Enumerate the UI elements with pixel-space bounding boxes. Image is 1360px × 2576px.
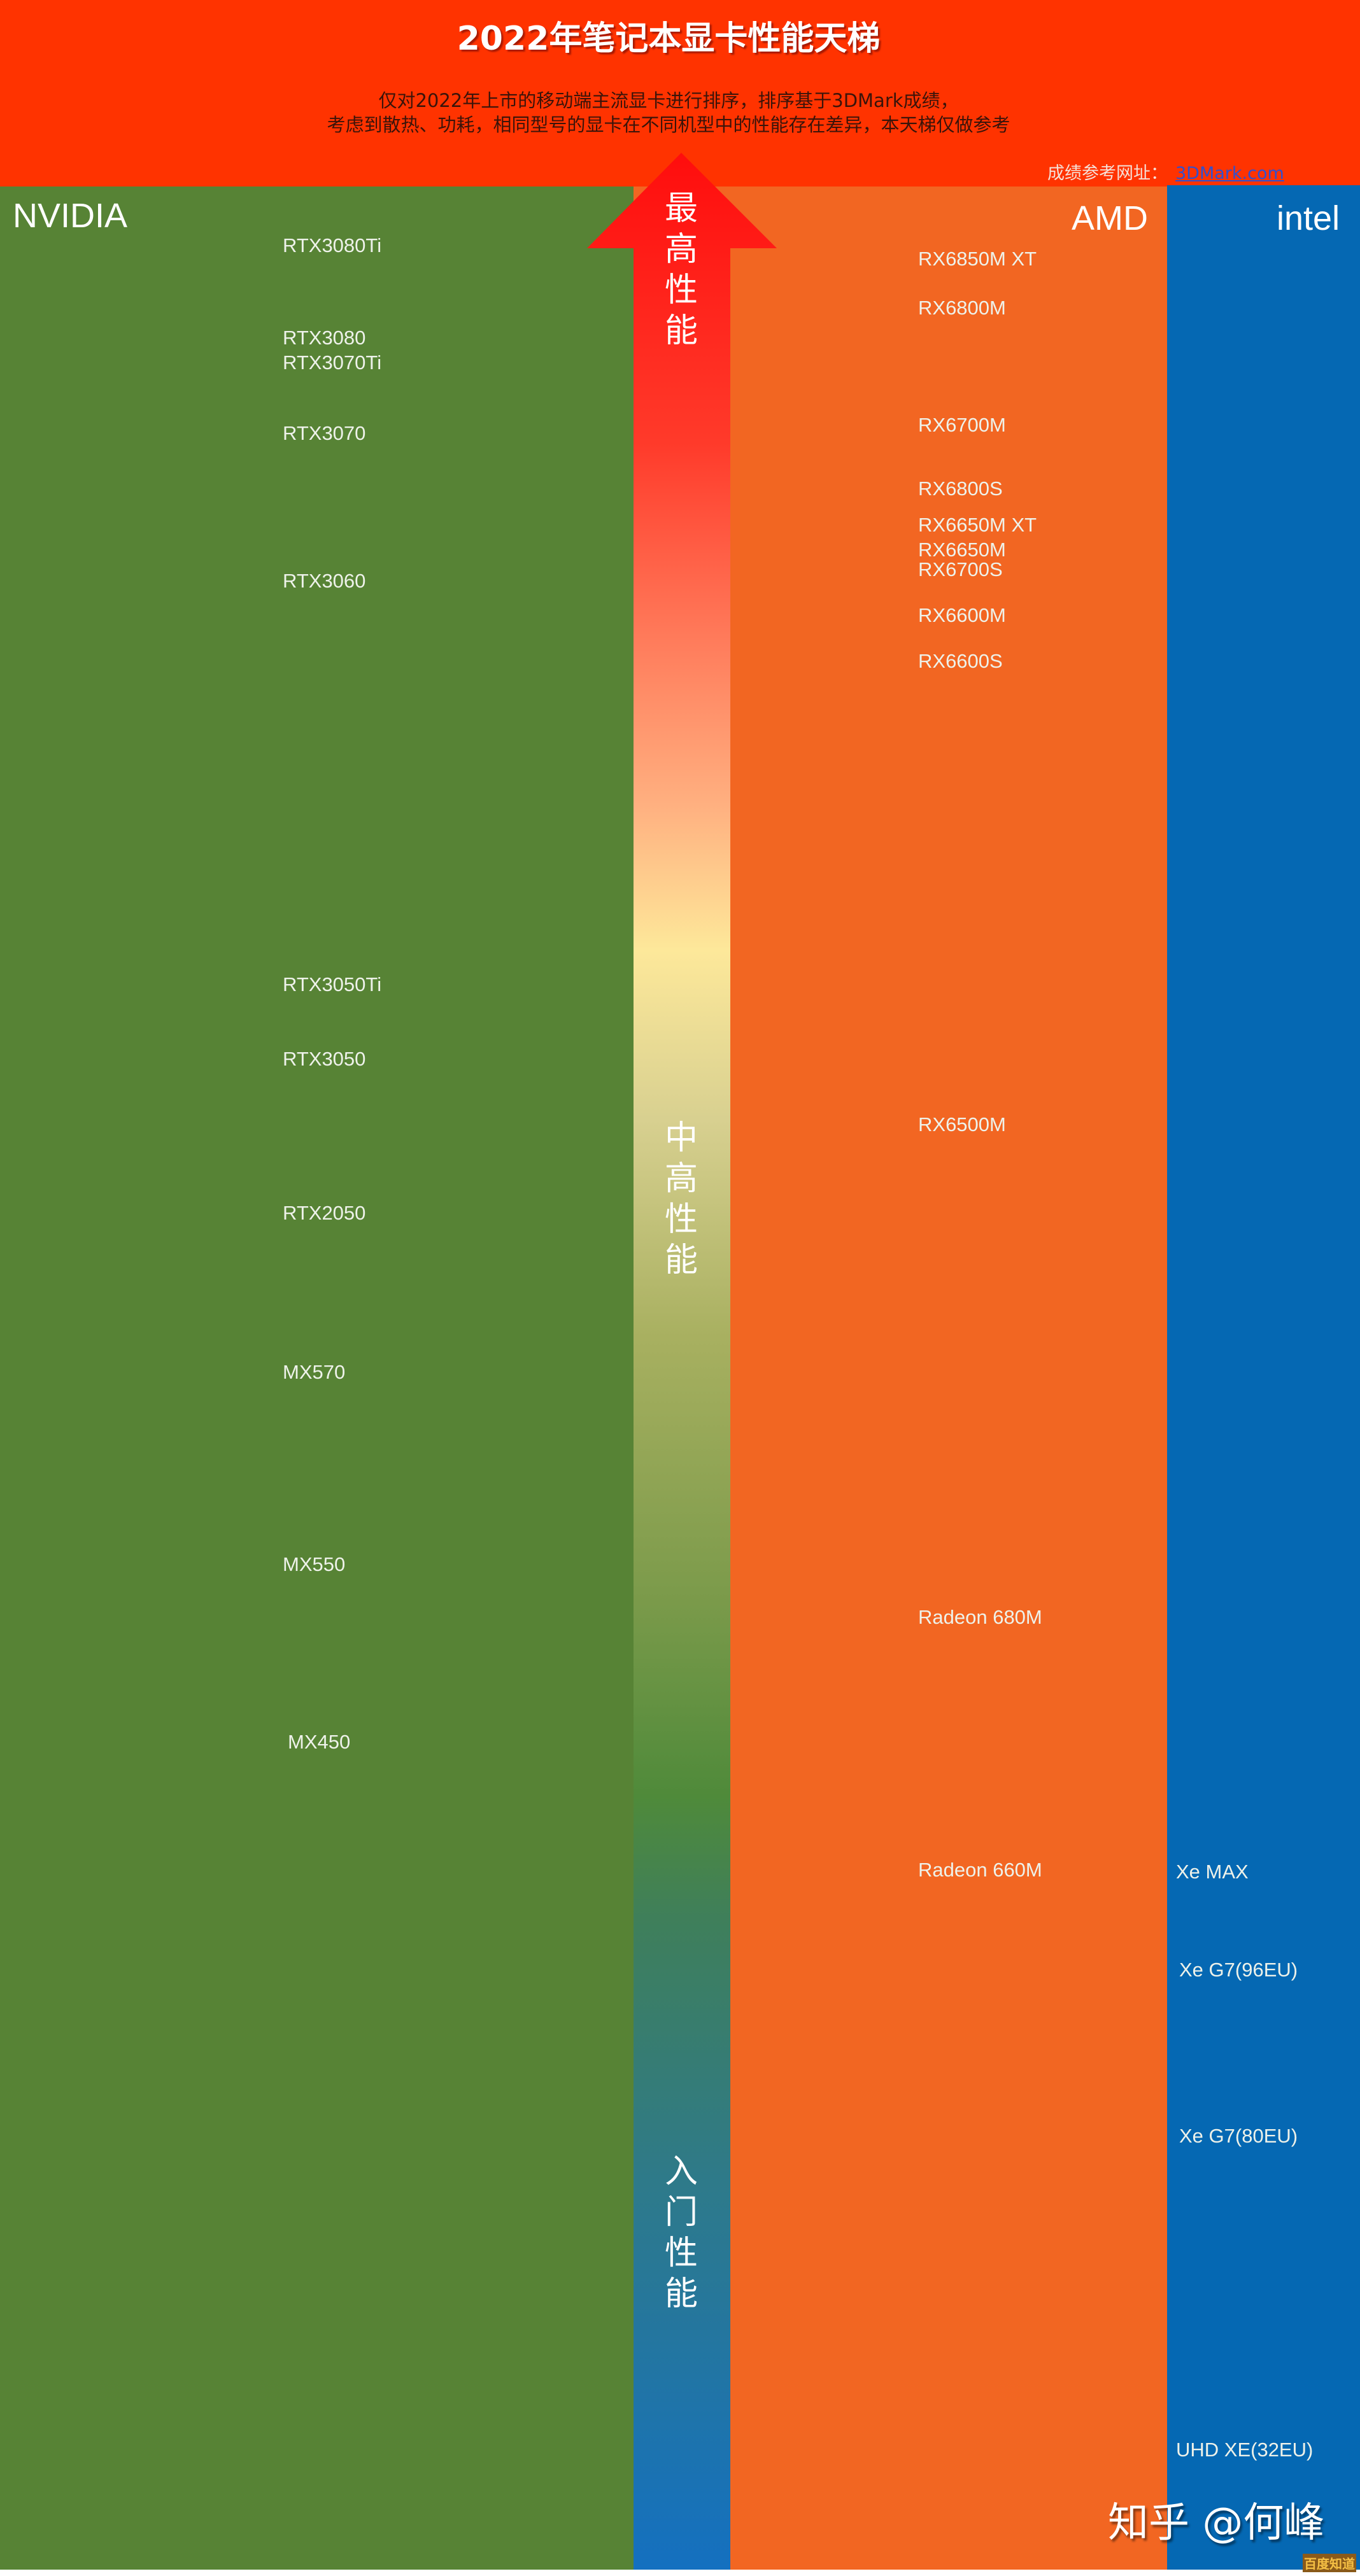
amd-gpu-label: RX6700S — [918, 558, 1003, 581]
amd-gpu-label: RX6650M — [918, 538, 1006, 561]
nvidia-gpu-label: RTX3070 — [283, 422, 366, 444]
intel-column — [1167, 185, 1360, 2570]
intel-gpu-label: Xe G7(96EU) — [1179, 1959, 1298, 1981]
amd-gpu-label: Radeon 680M — [918, 1606, 1042, 1628]
nvidia-gpu-label: RTX3050 — [283, 1048, 366, 1070]
amd-column — [634, 187, 1167, 2570]
amd-gpu-label: RX6800S — [918, 477, 1003, 500]
amd-gpu-label: Radeon 660M — [918, 1859, 1042, 1881]
nvidia-gpu-label: MX550 — [283, 1553, 346, 1575]
arrow-label-mid: 中高性能 — [664, 1119, 698, 1279]
source-label: 成绩参考网址： — [1047, 164, 1168, 183]
brand-amd: AMD — [1072, 199, 1148, 237]
amd-gpu-label: RX6650M XT — [918, 514, 1037, 536]
nvidia-gpu-label: RTX3050Ti — [283, 973, 382, 996]
source-link[interactable]: 3DMark.com — [1175, 164, 1284, 183]
amd-gpu-label: RX6700M — [918, 414, 1006, 436]
intel-gpu-label: UHD XE(32EU) — [1176, 2439, 1314, 2461]
nvidia-gpu-label: MX570 — [283, 1361, 346, 1383]
nvidia-gpu-label: RTX3080 — [283, 327, 366, 349]
amd-gpu-label: RX6600M — [918, 604, 1006, 626]
intel-gpu-label: Xe MAX — [1176, 1861, 1249, 1883]
source-note: 成绩参考网址： 3DMark.com — [1047, 159, 1284, 184]
nvidia-gpu-label: RTX3070Ti — [283, 351, 382, 374]
intel-gpu-label: Xe G7(80EU) — [1179, 2125, 1298, 2147]
header-banner: 2022年笔记本显卡性能天梯 仅对2022年上市的移动端主流显卡进行排序，排序基… — [0, 0, 1360, 187]
arrow-label-top: 最高性能 — [664, 190, 698, 350]
subtitle-line-2: 考虑到散热、功耗，相同型号的显卡在不同机型中的性能存在差异，本天梯仅做参考 — [327, 114, 1010, 136]
amd-gpu-label: RX6600S — [918, 650, 1003, 672]
brand-intel: intel — [1277, 199, 1340, 237]
nvidia-gpu-label: RTX3060 — [283, 570, 366, 592]
brand-nvidia: NVIDIA — [13, 197, 128, 235]
subtitle-line-1: 仅对2022年上市的移动端主流显卡进行排序，排序基于3DMark成绩， — [378, 90, 959, 111]
nvidia-gpu-label: MX450 — [288, 1731, 351, 1753]
nvidia-gpu-label: RTX2050 — [283, 1202, 366, 1224]
nvidia-column — [0, 187, 634, 2570]
amd-gpu-label: RX6850M XT — [918, 248, 1037, 270]
amd-gpu-label: RX6500M — [918, 1113, 1006, 1136]
watermark-badge: 百度知道 — [1303, 2554, 1356, 2572]
arrow-label-bottom: 入门性能 — [664, 2153, 698, 2313]
nvidia-gpu-label: RTX3080Ti — [283, 234, 382, 257]
watermark: 知乎 @何峰 — [1108, 2500, 1325, 2547]
page-title: 2022年笔记本显卡性能天梯 — [457, 20, 881, 58]
amd-gpu-label: RX6800M — [918, 297, 1006, 319]
